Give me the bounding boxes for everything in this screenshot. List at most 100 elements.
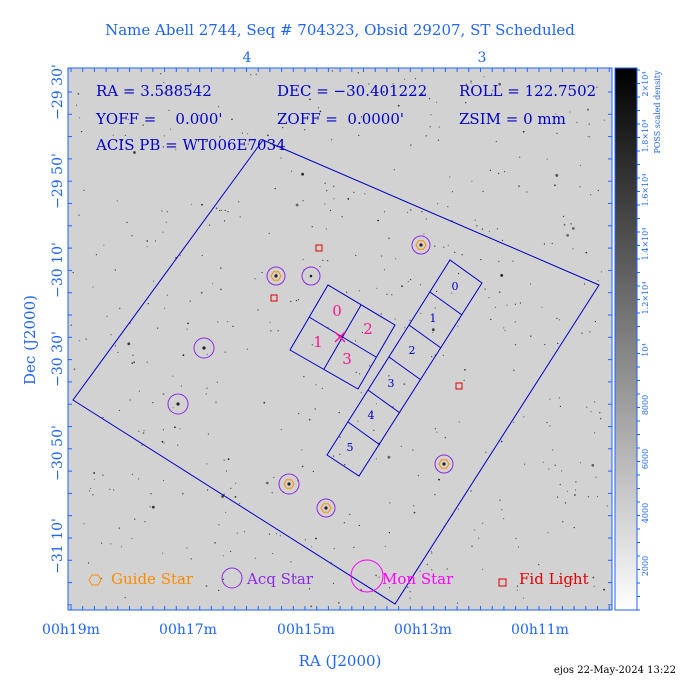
background-star bbox=[381, 255, 383, 257]
background-star bbox=[147, 303, 149, 305]
background-star bbox=[358, 86, 360, 88]
legend-mon-icon bbox=[350, 559, 384, 593]
x-tick-label: 00h13m bbox=[394, 622, 452, 638]
acis-s-label-0: 0 bbox=[452, 280, 459, 293]
background-star bbox=[207, 489, 209, 491]
background-star bbox=[304, 129, 306, 131]
background-star bbox=[224, 351, 226, 353]
background-star bbox=[218, 524, 220, 526]
background-star bbox=[387, 119, 389, 121]
background-star bbox=[561, 470, 563, 472]
background-star bbox=[458, 421, 460, 423]
background-star bbox=[517, 546, 520, 548]
background-star bbox=[358, 134, 360, 136]
background-star bbox=[224, 209, 226, 211]
guide-star bbox=[320, 503, 332, 513]
background-star bbox=[360, 392, 362, 394]
background-star bbox=[312, 470, 314, 472]
background-star bbox=[563, 223, 566, 226]
background-star bbox=[530, 283, 532, 285]
background-star bbox=[471, 545, 473, 547]
background-star bbox=[554, 464, 556, 466]
y-tick-label: −31 10' bbox=[50, 518, 66, 574]
background-star bbox=[488, 230, 490, 232]
colorbar-tick-label: 1.4×10⁴ bbox=[641, 228, 650, 261]
background-star bbox=[562, 521, 564, 523]
background-star bbox=[430, 551, 432, 553]
background-star bbox=[186, 328, 188, 330]
background-star bbox=[302, 258, 304, 261]
background-star bbox=[201, 203, 203, 206]
colorbar-tick-label: 6000 bbox=[641, 449, 650, 469]
background-star bbox=[576, 121, 578, 124]
background-star bbox=[120, 546, 123, 548]
background-star bbox=[606, 505, 608, 507]
background-star bbox=[132, 354, 134, 356]
background-star bbox=[571, 227, 575, 230]
background-star bbox=[146, 240, 149, 242]
background-star bbox=[454, 251, 456, 253]
background-star bbox=[326, 190, 328, 192]
background-star bbox=[201, 254, 203, 257]
background-star bbox=[303, 376, 305, 378]
background-star bbox=[492, 89, 494, 91]
background-star bbox=[72, 272, 74, 274]
background-star bbox=[317, 107, 320, 109]
info-dec: DEC = −30.401222 bbox=[277, 82, 427, 100]
background-star bbox=[471, 180, 473, 182]
background-star bbox=[322, 259, 324, 261]
background-star bbox=[514, 303, 517, 305]
background-star bbox=[465, 83, 468, 85]
background-star bbox=[469, 122, 471, 125]
background-star bbox=[174, 426, 176, 429]
background-star bbox=[247, 133, 249, 135]
background-star bbox=[227, 321, 229, 323]
background-star bbox=[301, 449, 303, 451]
background-star bbox=[575, 489, 577, 491]
background-star bbox=[569, 111, 571, 113]
background-star bbox=[131, 362, 134, 365]
background-star bbox=[443, 246, 445, 248]
background-star bbox=[282, 127, 284, 129]
background-star bbox=[338, 412, 340, 414]
x-tick-label: 00h11m bbox=[511, 622, 569, 638]
background-star bbox=[501, 239, 504, 241]
background-star bbox=[116, 200, 118, 202]
background-star bbox=[597, 189, 599, 192]
guide-stars bbox=[270, 240, 450, 513]
background-star bbox=[75, 104, 78, 106]
background-star bbox=[100, 577, 102, 580]
background-star bbox=[447, 244, 449, 246]
background-star bbox=[382, 91, 385, 93]
background-star bbox=[357, 72, 359, 74]
background-star bbox=[301, 172, 304, 176]
acis-s-label-3: 3 bbox=[388, 377, 395, 390]
background-star bbox=[421, 211, 423, 213]
background-star bbox=[127, 118, 129, 120]
background-star bbox=[232, 325, 234, 327]
background-star bbox=[589, 136, 591, 138]
acis-i-outline bbox=[289, 284, 396, 390]
acis-i-divider-2 bbox=[323, 304, 362, 370]
acis-s-label-1: 1 bbox=[430, 312, 437, 325]
background-star bbox=[255, 73, 257, 75]
background-star bbox=[216, 381, 218, 383]
background-star bbox=[214, 541, 217, 544]
background-star bbox=[89, 490, 91, 492]
background-star bbox=[364, 193, 366, 195]
background-star bbox=[219, 267, 222, 269]
background-star bbox=[554, 184, 556, 187]
background-star bbox=[465, 102, 467, 104]
background-star bbox=[360, 116, 363, 118]
background-star bbox=[436, 290, 438, 292]
background-star bbox=[205, 140, 207, 143]
background-star bbox=[93, 472, 95, 474]
background-star bbox=[257, 309, 259, 311]
background-star bbox=[175, 149, 177, 151]
background-star bbox=[219, 209, 221, 212]
background-star bbox=[546, 158, 548, 160]
acis-s-divider-4 bbox=[367, 389, 401, 414]
background-star bbox=[501, 509, 503, 511]
x-axis-ticks: 00h19m 00h17m 00h15m 00h13m 00h11m bbox=[42, 622, 569, 638]
background-star bbox=[519, 156, 521, 158]
